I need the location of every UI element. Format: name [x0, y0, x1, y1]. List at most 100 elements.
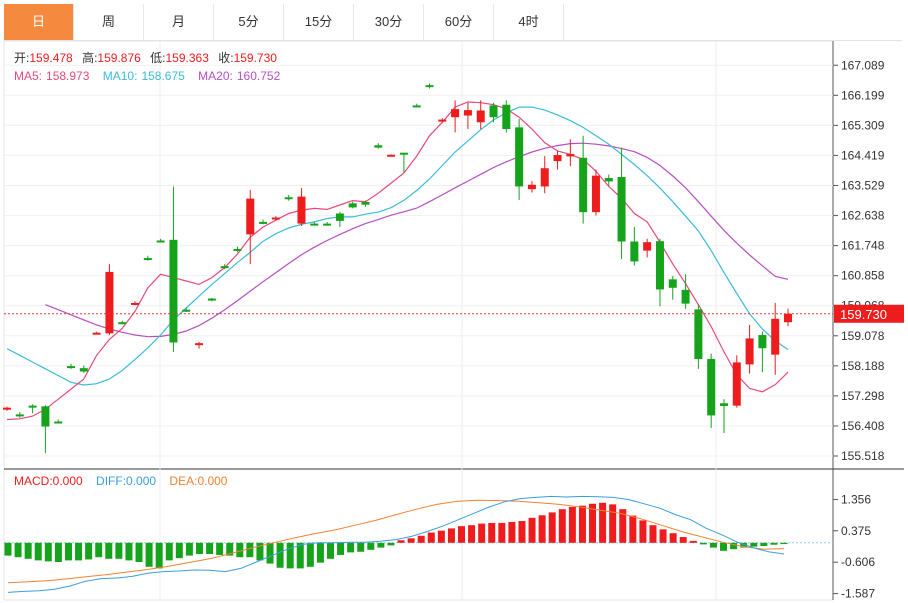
macd-bar: [679, 537, 687, 543]
macd-bar: [488, 522, 496, 543]
macd-bar: [367, 542, 375, 550]
candle-body: [67, 366, 76, 369]
macd-bar: [427, 532, 435, 543]
candle-body: [451, 109, 460, 118]
macd-bar: [216, 542, 224, 555]
price-tick-label: 159.078: [841, 329, 885, 343]
tab-30min[interactable]: 30分: [354, 4, 424, 40]
candle-body: [553, 155, 562, 162]
candle-body: [297, 196, 306, 224]
last-price-box: [834, 304, 904, 323]
candle-body: [361, 201, 370, 205]
candle-body: [79, 368, 88, 372]
ma-legend: MA5: 158.973 MA10: 158.675 MA20: 160.752: [14, 69, 281, 83]
macd-bar: [548, 512, 556, 543]
macd-bar: [629, 515, 637, 543]
chart-grid: [3, 40, 904, 601]
macd-bar: [44, 542, 52, 562]
candle-body: [105, 271, 114, 334]
candle-body: [412, 105, 421, 108]
candle-body: [28, 405, 37, 408]
diff-label: DIFF:: [96, 474, 126, 488]
candle-body: [3, 407, 11, 410]
candle-body: [348, 203, 357, 208]
macd-bar: [750, 542, 758, 547]
price-tick-label: 162.638: [841, 209, 885, 223]
candle-body: [630, 241, 639, 262]
macd-bar: [377, 542, 385, 548]
ma10-label: MA10:: [103, 69, 138, 83]
candle-body: [169, 239, 178, 343]
candle-body: [668, 279, 677, 288]
candle-body: [643, 242, 652, 251]
macd-panel: 1.356 0.375 -0.606 -1.587: [4, 492, 875, 601]
candle-body: [207, 298, 216, 301]
macd-bar: [770, 542, 778, 545]
price-tick-label: 160.858: [841, 269, 885, 283]
candle-body: [92, 332, 101, 335]
candlesticks: [3, 83, 792, 454]
candle-body: [758, 335, 767, 349]
macd-bar: [296, 542, 304, 569]
ma5-label: MA5:: [14, 69, 42, 83]
macd-bar: [568, 506, 576, 543]
macd-bar: [175, 542, 183, 559]
candle-body: [156, 240, 165, 243]
macd-bar: [185, 542, 193, 556]
macd-bar: [75, 542, 83, 561]
price-tick-label: 158.188: [841, 359, 885, 373]
macd-bar: [498, 522, 506, 543]
macd-bar: [528, 517, 536, 543]
candle-body: [681, 289, 690, 304]
candle-body: [374, 145, 383, 148]
tab-15min[interactable]: 15分: [284, 4, 354, 40]
price-tick-label: 156.408: [841, 419, 885, 433]
tab-60min[interactable]: 60分: [424, 4, 494, 40]
candle-body: [15, 414, 24, 417]
macd-bar: [14, 542, 22, 558]
tab-5min[interactable]: 5分: [214, 4, 284, 40]
macd-bar: [165, 542, 173, 561]
candle-body: [41, 406, 50, 427]
candle-body: [182, 309, 191, 312]
low-label: 低:: [150, 51, 165, 65]
macd-bar: [34, 542, 42, 561]
tab-day[interactable]: 日: [4, 4, 74, 40]
candle-body: [527, 184, 536, 190]
macd-bar: [639, 520, 647, 543]
macd-tick-label: 0.375: [841, 524, 871, 538]
macd-bar: [447, 528, 455, 543]
candle-body: [540, 168, 549, 187]
candle-body: [246, 198, 255, 235]
macd-bar: [226, 542, 234, 556]
macd-bar: [720, 542, 728, 551]
macd-bar: [115, 542, 123, 559]
price-axis: 167.089 166.199 165.309 164.419 163.529 162.6…: [4, 58, 904, 463]
open-value: 159.478: [29, 51, 73, 65]
candle-body: [707, 359, 716, 416]
macd-bar: [397, 540, 405, 543]
candle-body: [655, 241, 664, 290]
candle-body: [566, 154, 575, 157]
macd-bar: [316, 542, 324, 563]
macd-legend: MACD:0.000 DIFF:0.000 DEA:0.000: [14, 474, 228, 488]
macd-bar: [105, 542, 113, 559]
candle-body: [771, 318, 780, 355]
macd-bar: [407, 538, 415, 543]
macd-bar: [64, 542, 72, 561]
tab-4hour[interactable]: 4时: [494, 4, 564, 40]
candle-body: [233, 248, 242, 251]
high-value: 159.876: [97, 51, 141, 65]
ma-lines: [6, 101, 789, 421]
last-price-label: 159.730: [840, 307, 887, 322]
macd-bar: [326, 542, 334, 559]
macd-bar: [266, 542, 274, 564]
macd-bar: [558, 509, 566, 543]
candle-body: [271, 217, 280, 220]
macd-tick-label: 1.356: [841, 492, 871, 506]
tab-week[interactable]: 周: [74, 4, 144, 40]
macd-bar: [206, 542, 214, 554]
tab-month[interactable]: 月: [144, 4, 214, 40]
candle-body: [719, 403, 728, 406]
